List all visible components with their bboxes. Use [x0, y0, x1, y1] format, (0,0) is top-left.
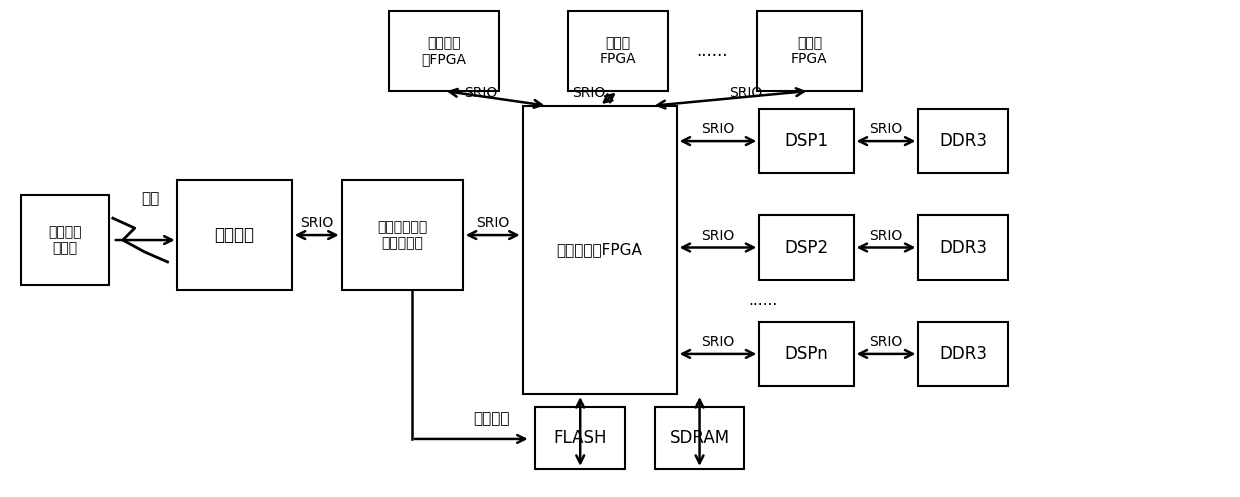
Text: DDR3: DDR3	[939, 239, 987, 256]
Text: SRIO: SRIO	[702, 229, 734, 243]
Text: 网络: 网络	[141, 191, 160, 206]
Text: 中央处理的FPGA: 中央处理的FPGA	[557, 243, 642, 257]
Bar	[758, 11, 862, 91]
Text: SRIO: SRIO	[702, 122, 734, 136]
Text: SRIO: SRIO	[869, 335, 903, 349]
Bar	[655, 407, 744, 469]
Bar	[919, 215, 1008, 280]
Text: FLASH: FLASH	[553, 429, 606, 447]
Text: 远程升级
服务器: 远程升级 服务器	[48, 225, 82, 255]
Bar	[389, 11, 498, 91]
Bar	[759, 322, 853, 386]
Bar	[568, 11, 667, 91]
Bar	[536, 407, 625, 469]
Text: SRIO: SRIO	[729, 86, 763, 100]
Text: 自动配置: 自动配置	[474, 412, 510, 426]
Text: SRIO: SRIO	[702, 335, 734, 349]
Bar	[919, 322, 1008, 386]
Bar	[341, 180, 463, 290]
Text: ......: ......	[697, 42, 728, 60]
Text: SRIO: SRIO	[464, 86, 497, 100]
Bar	[522, 106, 677, 394]
Text: DSP2: DSP2	[785, 239, 828, 256]
Bar	[919, 109, 1008, 173]
Text: 总线接口在线
配置管理器: 总线接口在线 配置管理器	[377, 220, 428, 250]
Text: ......: ......	[748, 293, 777, 308]
Text: DSPn: DSPn	[785, 345, 828, 363]
Text: SDRAM: SDRAM	[670, 429, 729, 447]
Text: SRIO: SRIO	[573, 86, 605, 100]
Text: SRIO: SRIO	[869, 122, 903, 136]
Text: 测量板
FPGA: 测量板 FPGA	[791, 36, 828, 66]
Text: 电源板
FPGA: 电源板 FPGA	[600, 36, 636, 66]
Text: 主机程序: 主机程序	[215, 226, 254, 244]
Text: SRIO: SRIO	[300, 216, 334, 230]
Bar	[759, 109, 853, 173]
Bar	[177, 180, 291, 290]
Text: DDR3: DDR3	[939, 132, 987, 150]
Bar	[21, 195, 109, 285]
Text: 频率功率
板FPGA: 频率功率 板FPGA	[422, 36, 466, 66]
Text: DSP1: DSP1	[785, 132, 828, 150]
Text: SRIO: SRIO	[476, 216, 510, 230]
Bar	[759, 215, 853, 280]
Text: SRIO: SRIO	[869, 229, 903, 243]
Text: DDR3: DDR3	[939, 345, 987, 363]
